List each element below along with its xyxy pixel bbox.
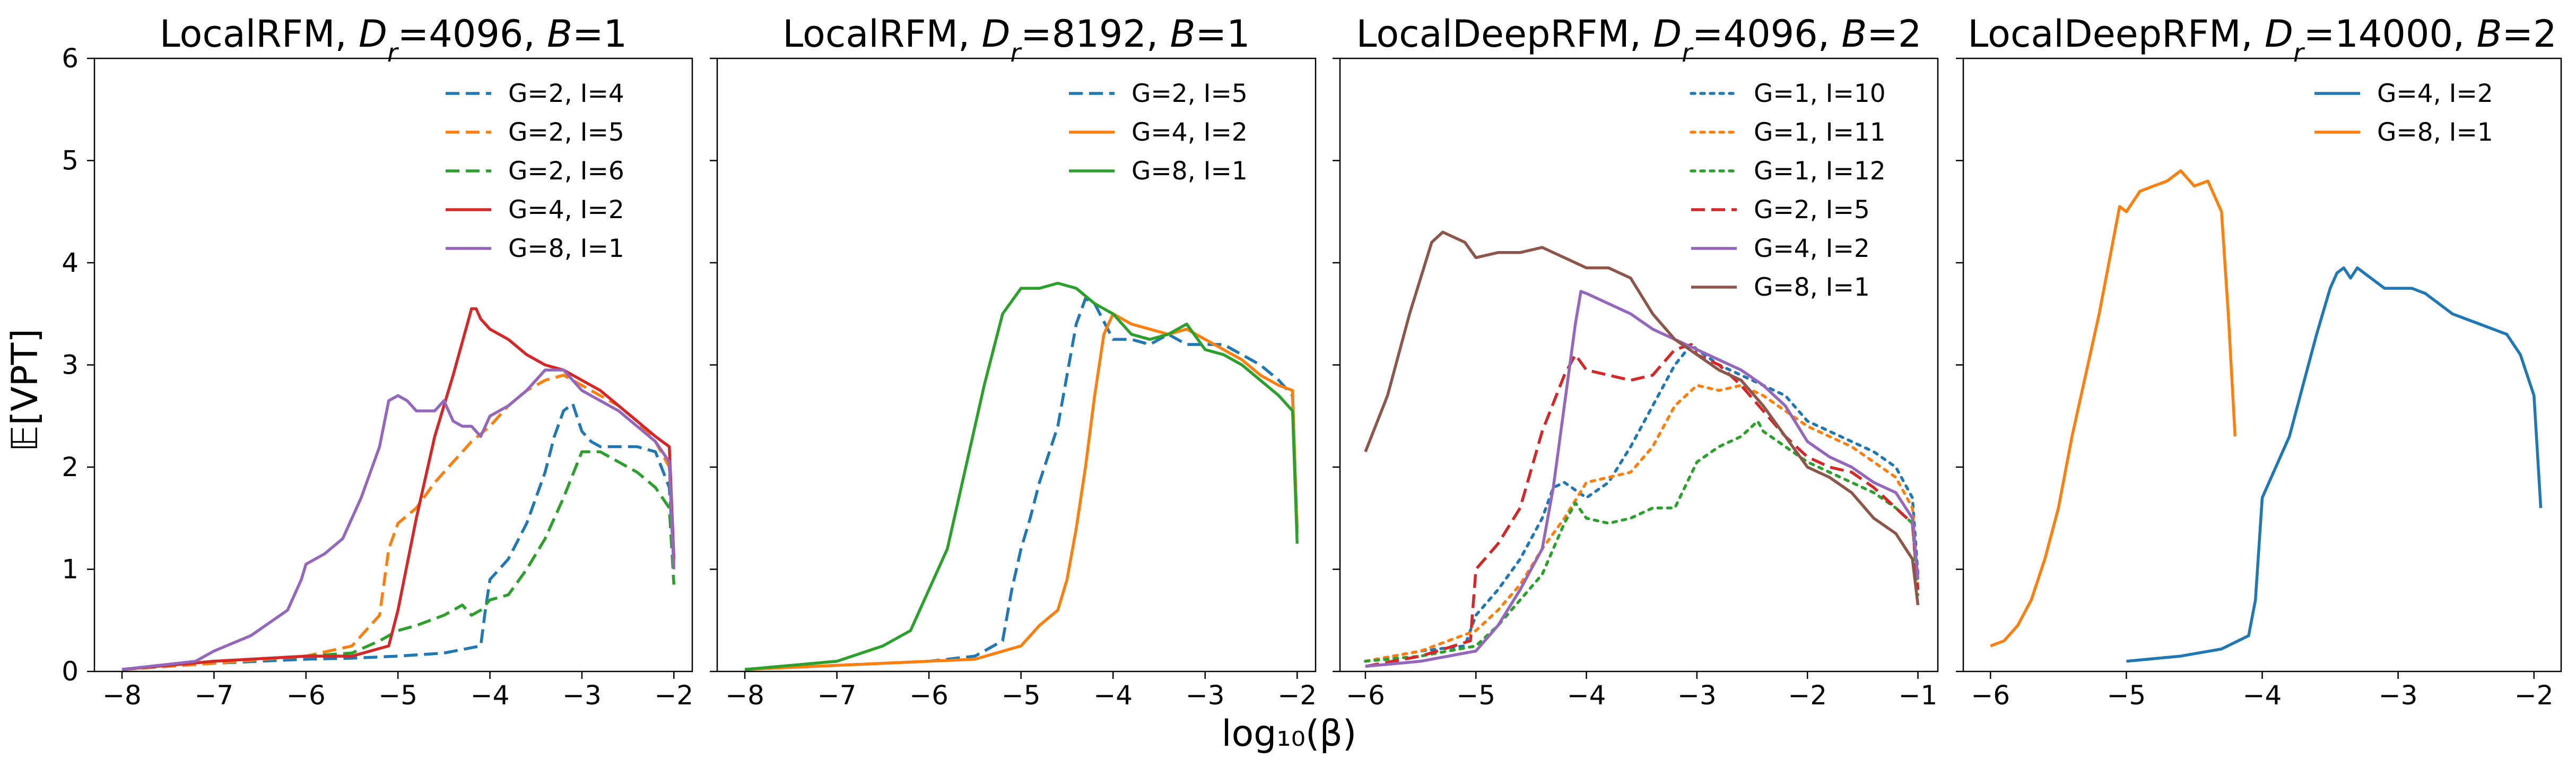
- series-line-2: [1364, 384, 1920, 663]
- x-tick-label: −5: [2107, 680, 2146, 711]
- legend-label: G=1, I=10: [1754, 79, 1886, 108]
- x-tick-label: −2: [2514, 680, 2554, 711]
- x-tick-label: −1: [1899, 680, 1938, 711]
- x-tick-label: −6: [286, 680, 326, 711]
- x-tick-label: −8: [102, 680, 142, 711]
- series-line-2: [1990, 169, 2237, 648]
- legend-label: G=4, I=2: [2377, 79, 2493, 108]
- series-line-5: [1365, 290, 1920, 668]
- legend-label: G=2, I=5: [508, 118, 624, 147]
- series-line-4: [1365, 343, 1920, 668]
- x-tick-label: −4: [471, 680, 510, 711]
- x-tick-label: −3: [1186, 680, 1225, 711]
- y-axis-label: 𝔼[VPT]: [4, 329, 46, 452]
- x-tick-label: −2: [1788, 680, 1827, 711]
- legend-label: G=4, I=2: [1132, 118, 1248, 147]
- series-line-4: [121, 307, 676, 671]
- y-tick-label: 6: [62, 43, 79, 74]
- chart-title: LocalDeepRFM, Dr=14000, B=2: [1968, 12, 2556, 68]
- series-line-5: [121, 368, 676, 671]
- legend-label: G=4, I=2: [508, 195, 624, 225]
- x-tick-label: −2: [654, 680, 693, 711]
- chart-title: LocalRFM, Dr=4096, B=1: [160, 12, 627, 68]
- x-tick-label: −4: [2243, 680, 2282, 711]
- series-line-3: [1364, 419, 1920, 663]
- series-line-6: [1364, 230, 1920, 606]
- x-tick-label: −6: [1346, 680, 1385, 711]
- legend-label: G=1, I=11: [1754, 118, 1886, 147]
- series-line-1: [121, 402, 676, 671]
- legend-label: G=4, I=2: [1754, 234, 1870, 263]
- y-tick-label: 4: [62, 247, 79, 278]
- x-tick-label: −4: [1567, 680, 1606, 711]
- y-tick-label: 3: [62, 350, 79, 381]
- x-tick-label: −4: [1093, 680, 1133, 711]
- x-tick-label: −3: [1677, 680, 1717, 711]
- chart-title: LocalRFM, Dr=8192, B=1: [782, 12, 1250, 68]
- chart-panel-3: LocalDeepRFM, Dr=4096, B=2 −6 −5 −4 −3 −2 −1 G=…: [1333, 12, 1939, 711]
- x-tick-label: −3: [562, 680, 602, 711]
- legend-label: G=8, I=1: [1754, 273, 1870, 302]
- x-tick-label: −5: [1002, 680, 1041, 711]
- y-tick-label: 1: [62, 554, 79, 585]
- series-line-1: [2126, 266, 2543, 663]
- series-line-1: [744, 297, 1299, 671]
- y-tick-label: 2: [62, 452, 79, 482]
- x-tick-label: −6: [1971, 680, 2010, 711]
- legend-label: G=8, I=1: [1132, 157, 1248, 186]
- x-axis-label: log₁₀(β): [1222, 713, 1357, 755]
- series-line-3: [744, 281, 1299, 671]
- x-tick-label: −7: [817, 680, 857, 711]
- legend-label: G=2, I=5: [1754, 195, 1870, 225]
- x-tick-label: −6: [909, 680, 948, 711]
- series-line-2: [744, 312, 1299, 671]
- x-tick-label: −8: [725, 680, 764, 711]
- chart-panel-4: LocalDeepRFM, Dr=14000, B=2 −6 −5 −4 −3 −2 G=4…: [1956, 12, 2562, 711]
- legend-label: G=8, I=1: [508, 234, 624, 263]
- y-tick-label: 0: [62, 656, 79, 687]
- legend-label: G=2, I=5: [1132, 79, 1248, 108]
- chart-panel-2: LocalRFM, Dr=8192, B=1 −8 −7 −6 −5 −4 −3 −2 G=2,…: [710, 12, 1317, 711]
- series-line-3: [121, 450, 676, 671]
- x-tick-label: −5: [378, 680, 417, 711]
- x-tick-label: −2: [1277, 680, 1317, 711]
- legend-label: G=8, I=1: [2377, 118, 2493, 147]
- chart-panel-1: LocalRFM, Dr=4096, B=1 −8 −7 −6 −5 −4 −3 −2 0 1 2 3…: [62, 12, 693, 711]
- y-tick-label: 5: [62, 145, 79, 176]
- legend-label: G=2, I=4: [508, 79, 624, 108]
- x-tick-label: −5: [1456, 680, 1495, 711]
- legend-label: G=2, I=6: [508, 157, 624, 186]
- x-tick-label: −7: [195, 680, 234, 711]
- x-tick-label: −3: [2379, 680, 2418, 711]
- legend-label: G=1, I=12: [1754, 157, 1886, 186]
- chart-title: LocalDeepRFM, Dr=4096, B=2: [1356, 12, 1922, 68]
